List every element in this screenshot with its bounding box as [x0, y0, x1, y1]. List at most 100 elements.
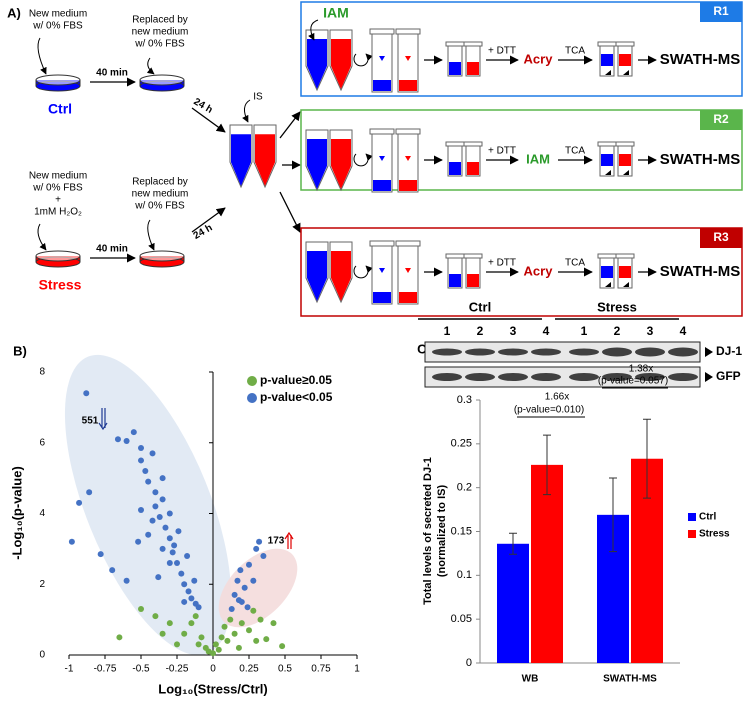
- row-box: [300, 109, 743, 191]
- swirl: [353, 53, 373, 67]
- tube: [397, 33, 419, 93]
- point: [227, 616, 234, 623]
- point: [145, 478, 152, 485]
- dish-top: [139, 250, 185, 262]
- arrow: [191, 207, 226, 233]
- y-tick-label: 0.25: [451, 438, 472, 450]
- tube-liquid: [373, 180, 391, 191]
- tube: [371, 133, 393, 193]
- point: [270, 620, 277, 627]
- point: [123, 577, 130, 584]
- point: [145, 531, 152, 538]
- error-bar: [509, 532, 517, 555]
- tube-liquid: [399, 292, 417, 303]
- pellet: [605, 170, 611, 175]
- point: [198, 634, 205, 641]
- arrow: [308, 19, 319, 41]
- point: [181, 630, 188, 637]
- reagent-label: TCA: [565, 46, 585, 57]
- point: [279, 643, 286, 650]
- point: [241, 584, 248, 591]
- band: [602, 347, 632, 357]
- point: [138, 445, 144, 452]
- point: [152, 489, 159, 496]
- tube-liquid: [467, 62, 479, 75]
- point: [184, 552, 191, 559]
- tube-cap: [615, 41, 635, 47]
- band: [465, 373, 495, 381]
- replaced-text: w/ 0% FBS: [134, 39, 185, 50]
- x-tick-label: -1: [65, 664, 74, 675]
- swirl: [353, 265, 373, 279]
- replaced-text: Replaced by: [132, 15, 188, 26]
- point: [250, 577, 257, 584]
- point: [109, 567, 116, 574]
- point: [253, 545, 260, 552]
- arrow: [37, 37, 47, 75]
- tube-cap: [463, 41, 483, 47]
- point: [138, 457, 144, 464]
- y-tick-label: 0.1: [457, 569, 472, 581]
- point: [246, 561, 252, 568]
- arrow: [191, 107, 226, 133]
- point: [244, 604, 251, 611]
- point: [181, 581, 188, 588]
- point: [86, 489, 93, 496]
- band: [498, 373, 528, 381]
- replaced-text: Replaced by: [132, 177, 188, 188]
- tube-liquid: [467, 162, 479, 175]
- spike-label: IS: [253, 92, 263, 103]
- dish-top: [35, 250, 81, 262]
- point: [149, 450, 156, 457]
- point: [166, 510, 173, 517]
- condition-name: Stress: [39, 277, 82, 293]
- point: [159, 475, 166, 482]
- band: [635, 347, 665, 357]
- bar: [497, 543, 529, 663]
- tube-liquid: [373, 292, 391, 303]
- swirl: [353, 153, 373, 167]
- tube-cap: [597, 253, 617, 259]
- medium-text: w/ 0% FBS: [32, 21, 83, 32]
- band: [498, 348, 528, 356]
- tube-cap: [445, 253, 465, 259]
- legend-label: p-value<0.05: [260, 390, 333, 404]
- precipitate: [379, 268, 385, 273]
- bar: [531, 464, 563, 663]
- highlight-region: [64, 354, 232, 656]
- tube-liquid: [399, 80, 417, 91]
- error-bar: [543, 434, 551, 496]
- tube-cap: [395, 28, 421, 35]
- dish-top: [139, 74, 185, 86]
- tube-liquid: [449, 162, 461, 175]
- point: [188, 620, 195, 627]
- group-label: Stress: [597, 299, 637, 314]
- band: [635, 373, 665, 381]
- point: [181, 598, 188, 605]
- pellet: [605, 70, 611, 75]
- tube-cap: [369, 28, 395, 35]
- point: [152, 613, 159, 620]
- blot-strip: [424, 366, 701, 388]
- tube-liquid: [619, 266, 631, 278]
- row-badge: [700, 110, 742, 130]
- tube: [371, 245, 393, 305]
- point: [166, 620, 173, 627]
- point: [142, 468, 149, 475]
- point: [68, 538, 75, 545]
- legend-label: Stress: [699, 529, 730, 540]
- x-tick-label: 0.5: [278, 664, 292, 675]
- point: [260, 552, 267, 559]
- band: [432, 373, 462, 381]
- point: [171, 542, 178, 549]
- tube-cap: [395, 240, 421, 247]
- point: [174, 641, 180, 648]
- pellet: [623, 70, 629, 75]
- row-box: [300, 227, 743, 317]
- alkylation-label: IAM: [323, 5, 349, 21]
- point: [256, 538, 263, 545]
- point: [235, 644, 242, 651]
- point: [130, 429, 137, 436]
- row-label: R3: [713, 230, 729, 244]
- point: [169, 549, 176, 556]
